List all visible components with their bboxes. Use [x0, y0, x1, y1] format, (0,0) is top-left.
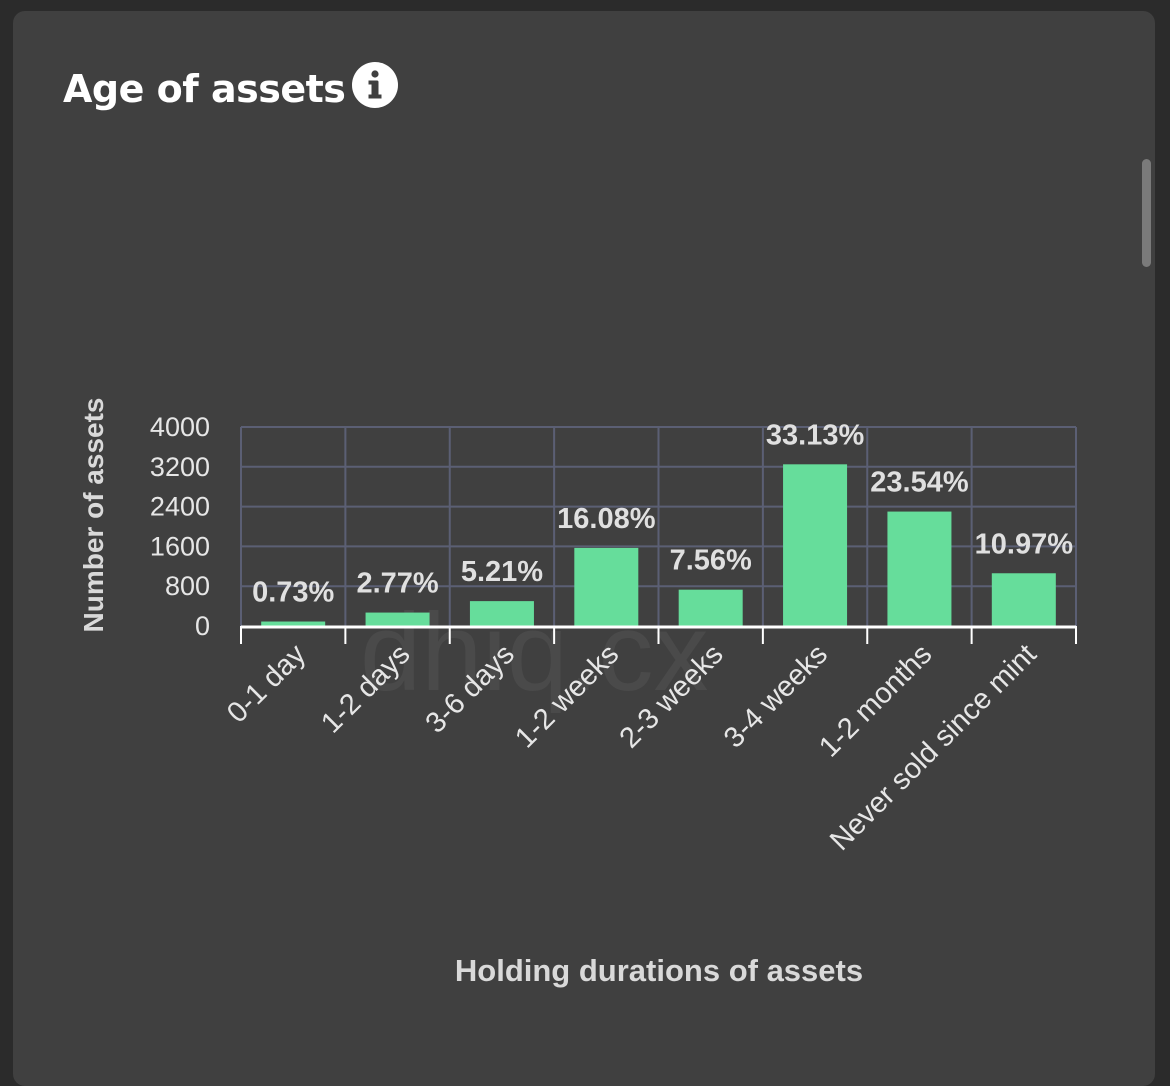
bar-0-1-day[interactable]: [261, 621, 326, 626]
scrollbar-thumb[interactable]: [1142, 159, 1151, 267]
data-label: 2.77%: [356, 568, 438, 600]
bar-1-2-months[interactable]: [887, 511, 952, 626]
y-tick-label: 3200: [150, 452, 210, 482]
y-tick-label: 4000: [150, 412, 210, 442]
data-label: 10.97%: [975, 528, 1074, 560]
watermark: dhiq.cx: [360, 591, 709, 714]
data-label: 0.73%: [252, 577, 334, 609]
grid-layer: [240, 426, 1077, 626]
data-label: 5.21%: [461, 556, 543, 588]
bar-3-4-weeks[interactable]: [783, 464, 848, 626]
x-tick-label: 0-1 day: [221, 638, 312, 729]
y-axis-title: Number of assets: [78, 398, 109, 633]
bar-layer: [261, 464, 1056, 626]
bar-never-sold-since-mint[interactable]: [991, 573, 1056, 626]
bar-3-6-days[interactable]: [469, 601, 534, 626]
data-label: 7.56%: [670, 545, 752, 577]
x-axis-title: Holding durations of assets: [455, 953, 863, 988]
axis-layer: [240, 625, 1077, 644]
bar-1-2-days[interactable]: [365, 612, 430, 626]
data-label: 33.13%: [766, 419, 865, 451]
x-tick-label: Never sold since mint: [824, 638, 1043, 857]
bar-2-3-weeks[interactable]: [678, 589, 743, 626]
y-tick-label: 1600: [150, 531, 210, 561]
y-tick-label: 0: [195, 611, 210, 641]
card-header: Age of assets: [63, 62, 399, 111]
y-tick-label: 800: [165, 571, 210, 601]
info-icon[interactable]: [351, 61, 399, 109]
data-label: 16.08%: [557, 503, 656, 535]
bar-1-2-weeks[interactable]: [574, 547, 639, 626]
card-title: Age of assets: [63, 67, 346, 111]
data-label: 23.54%: [870, 467, 969, 499]
y-tick-label: 2400: [150, 492, 210, 522]
